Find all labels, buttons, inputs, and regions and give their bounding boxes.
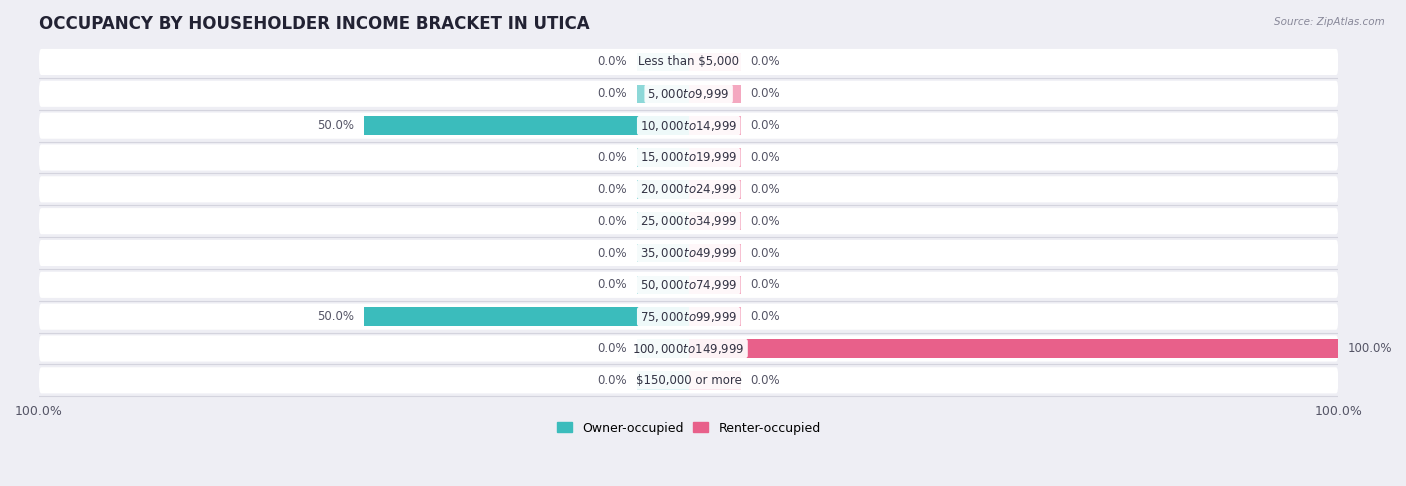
Bar [637, 244, 689, 262]
Bar [689, 308, 741, 326]
Bar [689, 53, 741, 71]
Text: 0.0%: 0.0% [598, 87, 627, 100]
Text: 0.0%: 0.0% [751, 374, 780, 387]
Bar [689, 276, 741, 294]
Bar [364, 308, 689, 326]
Text: $5,000 to $9,999: $5,000 to $9,999 [647, 87, 730, 101]
Text: Less than $5,000: Less than $5,000 [638, 55, 740, 69]
Text: 0.0%: 0.0% [598, 151, 627, 164]
Text: 0.0%: 0.0% [598, 215, 627, 227]
Text: $20,000 to $24,999: $20,000 to $24,999 [640, 182, 737, 196]
Text: $75,000 to $99,999: $75,000 to $99,999 [640, 310, 737, 324]
Text: 0.0%: 0.0% [751, 119, 780, 132]
Text: $15,000 to $19,999: $15,000 to $19,999 [640, 151, 737, 164]
Text: $10,000 to $14,999: $10,000 to $14,999 [640, 119, 737, 133]
FancyBboxPatch shape [39, 367, 1339, 393]
Text: 0.0%: 0.0% [751, 151, 780, 164]
Bar [637, 339, 689, 358]
FancyBboxPatch shape [39, 208, 1339, 234]
Text: 0.0%: 0.0% [598, 55, 627, 69]
Text: $25,000 to $34,999: $25,000 to $34,999 [640, 214, 737, 228]
Text: 0.0%: 0.0% [751, 246, 780, 260]
Bar [689, 244, 741, 262]
Text: $150,000 or more: $150,000 or more [636, 374, 741, 387]
Text: 0.0%: 0.0% [598, 278, 627, 291]
Text: 50.0%: 50.0% [316, 119, 354, 132]
Text: 0.0%: 0.0% [751, 215, 780, 227]
Text: 0.0%: 0.0% [598, 183, 627, 196]
Text: 100.0%: 100.0% [1348, 342, 1392, 355]
Text: $35,000 to $49,999: $35,000 to $49,999 [640, 246, 737, 260]
FancyBboxPatch shape [39, 113, 1339, 139]
Text: 0.0%: 0.0% [751, 278, 780, 291]
Bar [689, 371, 741, 390]
Text: $100,000 to $149,999: $100,000 to $149,999 [633, 342, 745, 355]
Bar [637, 85, 689, 103]
Bar [637, 276, 689, 294]
Text: OCCUPANCY BY HOUSEHOLDER INCOME BRACKET IN UTICA: OCCUPANCY BY HOUSEHOLDER INCOME BRACKET … [39, 15, 589, 33]
Bar [637, 180, 689, 199]
Text: 0.0%: 0.0% [598, 374, 627, 387]
Bar [637, 212, 689, 230]
Text: 0.0%: 0.0% [751, 87, 780, 100]
Text: 0.0%: 0.0% [751, 183, 780, 196]
Text: 0.0%: 0.0% [598, 342, 627, 355]
Bar [689, 180, 741, 199]
Text: $50,000 to $74,999: $50,000 to $74,999 [640, 278, 737, 292]
Text: 0.0%: 0.0% [751, 55, 780, 69]
FancyBboxPatch shape [39, 272, 1339, 298]
Text: 0.0%: 0.0% [598, 246, 627, 260]
FancyBboxPatch shape [39, 81, 1339, 107]
FancyBboxPatch shape [39, 304, 1339, 330]
Bar [637, 148, 689, 167]
FancyBboxPatch shape [39, 49, 1339, 75]
FancyBboxPatch shape [39, 176, 1339, 202]
Bar [637, 53, 689, 71]
Bar [689, 148, 741, 167]
Bar [689, 212, 741, 230]
Text: Source: ZipAtlas.com: Source: ZipAtlas.com [1274, 17, 1385, 27]
Bar [689, 85, 741, 103]
Bar [364, 117, 689, 135]
Text: 50.0%: 50.0% [316, 310, 354, 323]
Text: 0.0%: 0.0% [751, 310, 780, 323]
Bar [689, 339, 1339, 358]
Legend: Owner-occupied, Renter-occupied: Owner-occupied, Renter-occupied [551, 417, 825, 439]
FancyBboxPatch shape [39, 335, 1339, 362]
Bar [689, 117, 741, 135]
Bar [637, 371, 689, 390]
FancyBboxPatch shape [39, 240, 1339, 266]
FancyBboxPatch shape [39, 144, 1339, 171]
